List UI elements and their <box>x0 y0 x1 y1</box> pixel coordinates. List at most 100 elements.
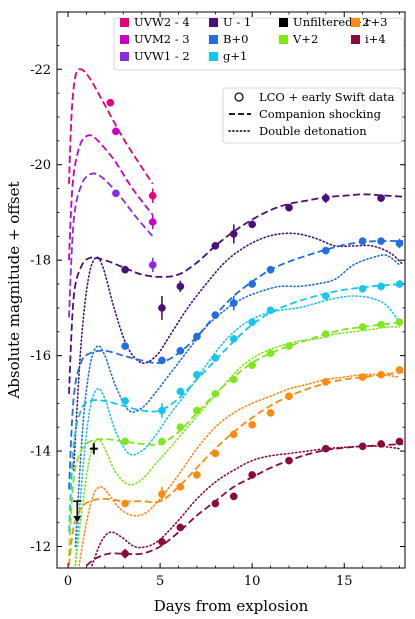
band-swatch-2 <box>120 52 129 61</box>
data-point-u <box>121 265 129 274</box>
data-point-v <box>176 423 185 432</box>
data-point-u <box>211 242 220 250</box>
data-point-i <box>229 492 238 501</box>
double-detonation-curve-r <box>78 373 401 567</box>
model-curves <box>68 68 404 567</box>
data-point-i <box>321 444 330 453</box>
band-swatch-5 <box>209 52 218 61</box>
data-point-g <box>176 387 185 396</box>
double-detonation-curve-b <box>74 254 401 548</box>
data-point-v <box>193 406 201 415</box>
data-point-g <box>395 280 404 288</box>
data-point-g <box>121 397 129 405</box>
companion-shocking-curve-u <box>68 193 404 394</box>
data-point-b <box>248 280 257 288</box>
style-swatch-circle <box>234 92 244 102</box>
data-point-uvw1 <box>112 189 120 198</box>
data-point-r <box>266 409 275 417</box>
companion-shocking-curve-b <box>68 240 404 490</box>
band-label-1: UVM2 - 3 <box>134 32 190 46</box>
data-point-b <box>193 332 201 341</box>
data-point-v <box>321 330 330 338</box>
band-swatch-4 <box>209 35 218 44</box>
data-point-i <box>158 537 166 546</box>
band-swatch-1 <box>120 35 129 44</box>
data-point-i <box>395 437 404 446</box>
style-legend: LCO + early Swift data Companion shocking… <box>222 87 403 144</box>
y-tick-label: -16 <box>30 349 51 364</box>
data-point-r <box>176 483 185 491</box>
data-point-g <box>321 292 330 300</box>
style-label-0: LCO + early Swift data <box>259 90 395 104</box>
data-point-g <box>248 318 257 327</box>
style-label-1: Companion shocking <box>259 107 382 121</box>
data-point-u <box>285 203 293 212</box>
data-point-i <box>377 440 385 448</box>
y-tick-label: -14 <box>30 445 51 460</box>
data-point-r <box>229 430 238 439</box>
data-point-u <box>248 220 257 229</box>
data-point-g <box>211 354 220 362</box>
companion-shocking-curve-i <box>85 443 404 567</box>
data-point-b <box>358 237 367 245</box>
data-point-uvw2 <box>106 98 115 107</box>
data-point-v <box>248 361 257 370</box>
data-point-g <box>377 282 385 291</box>
band-swatch-8 <box>351 18 360 27</box>
data-point-b <box>121 342 129 350</box>
data-point-r <box>248 420 257 429</box>
data-point-g <box>158 406 166 415</box>
band-swatch-7 <box>279 35 288 44</box>
double-detonation-curve-g <box>74 295 401 567</box>
data-point-r <box>321 378 330 386</box>
band-label-5: g+1 <box>223 49 247 63</box>
band-legend: UVW2 - 4 UVM2 - 3 UVW1 - 2 U - 1 B+0 g+1 Unfil… <box>113 15 405 71</box>
data-point-v <box>229 375 238 384</box>
x-axis-label: Days from explosion <box>154 597 309 615</box>
data-point-uvm2 <box>148 218 157 226</box>
band-label-0: UVW2 - 4 <box>134 15 190 29</box>
band-legend-box <box>113 17 405 71</box>
data-point-v <box>377 320 385 329</box>
style-legend-box <box>222 87 403 144</box>
data-points <box>73 98 404 559</box>
data-point-b <box>321 246 330 255</box>
data-point-u <box>321 194 330 202</box>
data-point-g <box>229 335 238 343</box>
data-point-i <box>121 549 129 558</box>
companion-shocking-curve-uvw2 <box>68 68 154 185</box>
data-point-v <box>121 437 129 446</box>
data-point-r <box>121 499 129 508</box>
data-point-v <box>266 349 275 358</box>
upper-limit-arrow <box>73 516 82 523</box>
data-point-r <box>158 490 166 498</box>
data-point-i <box>358 442 367 451</box>
data-point-i <box>176 523 185 532</box>
double-detonation-curve-i <box>91 445 401 567</box>
y-tick-label: -18 <box>30 254 51 269</box>
style-label-2: Double detonation <box>259 124 367 138</box>
data-point-u <box>229 230 238 238</box>
y-axis-label: Absolute magnitude + offset <box>5 181 23 399</box>
y-tick-label: -22 <box>30 63 51 78</box>
data-point-r <box>193 471 201 479</box>
data-point-g <box>266 306 275 315</box>
data-point-g <box>193 370 201 379</box>
band-swatch-9 <box>351 35 360 44</box>
data-point-b <box>211 311 220 319</box>
data-point-u <box>176 282 185 291</box>
data-point-b <box>176 346 185 355</box>
data-point-r <box>211 449 220 458</box>
companion-shocking-curve-uvm2 <box>68 134 154 261</box>
companion-shocking-curve-g <box>68 283 404 533</box>
x-tick-label: 0 <box>64 574 72 589</box>
data-point-u <box>377 194 385 202</box>
band-label-9: i+4 <box>365 32 386 46</box>
plot-frame <box>56 11 406 569</box>
y-tick-label: -12 <box>30 540 51 555</box>
band-label-3: U - 1 <box>223 15 251 29</box>
band-label-6: Unfiltered+2 <box>293 15 370 29</box>
band-label-8: r+3 <box>365 15 387 29</box>
companion-shocking-curve-r <box>68 371 404 566</box>
data-point-v <box>395 318 404 327</box>
